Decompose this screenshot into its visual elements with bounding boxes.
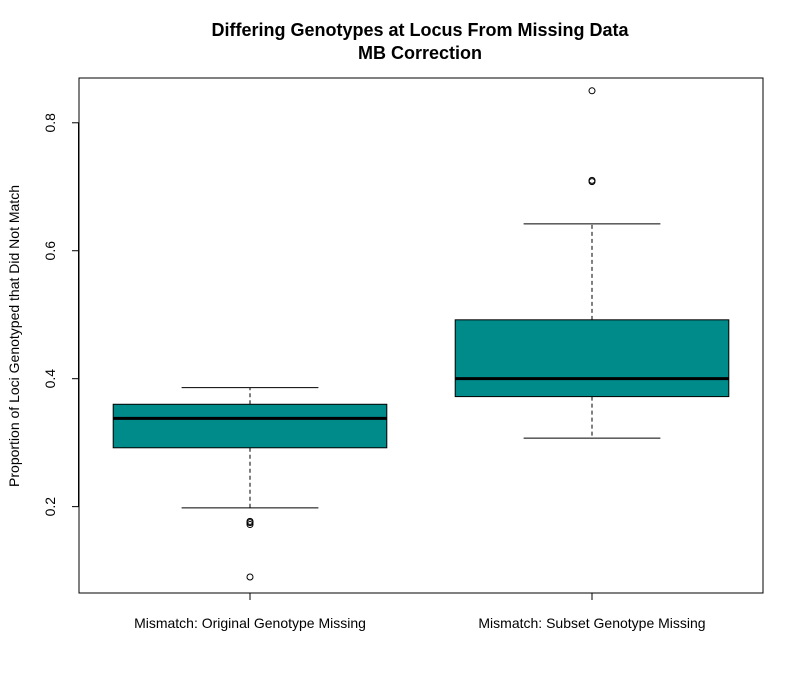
box-1	[112, 387, 388, 581]
box-iqr	[112, 403, 388, 449]
chart-title: Differing Genotypes at Locus From Missin…	[211, 20, 629, 40]
box-iqr	[454, 319, 730, 398]
y-tick-label: 0.4	[42, 369, 58, 389]
y-tick-label: 0.6	[42, 241, 58, 261]
x-tick-label: Mismatch: Subset Genotype Missing	[478, 615, 705, 631]
x-axis: Mismatch: Original Genotype Missing Misma…	[134, 593, 706, 631]
x-tick-label: Mismatch: Original Genotype Missing	[134, 615, 366, 631]
y-axis-label: Proportion of Loci Genotyped that Did No…	[6, 185, 22, 487]
boxes-group	[112, 87, 730, 581]
outlier-point	[588, 87, 596, 95]
y-axis: 0.2 0.4 0.6 0.8	[42, 113, 79, 517]
y-tick-label: 0.8	[42, 113, 58, 133]
y-tick-label: 0.2	[42, 497, 58, 517]
chart-subtitle: MB Correction	[358, 43, 482, 63]
outlier-point	[588, 176, 596, 184]
outlier-point	[246, 521, 254, 529]
outlier-point	[246, 573, 254, 581]
box-2	[454, 87, 730, 439]
outlier-point	[246, 517, 254, 525]
